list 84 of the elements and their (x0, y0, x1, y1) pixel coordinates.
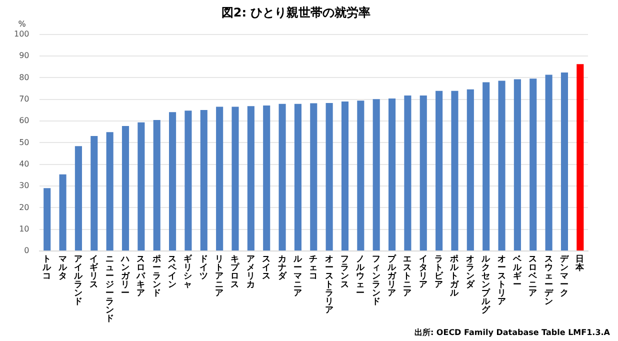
y-tick-label: 30 (19, 181, 30, 190)
y-tick-label: 10 (19, 224, 30, 234)
text: 出所: OECD Family Database Table LMF1.3.A (414, 328, 611, 337)
x-tick-label: ニュージーランド (105, 254, 114, 324)
x-tick-label: スイス (262, 254, 272, 282)
x-tick-label: スロベニア (528, 254, 539, 298)
x-tick-label: ハンガリー (120, 254, 131, 298)
bar (341, 102, 349, 250)
bar (90, 136, 98, 250)
y-tick-label: 0 (24, 246, 30, 256)
x-tick-label: マルタ (57, 254, 68, 282)
bar (498, 80, 506, 250)
bar (200, 110, 208, 250)
x-tick-label: フランス (340, 254, 350, 290)
y-tick-label: 100 (14, 29, 30, 38)
y-tick-label: 70 (19, 94, 30, 104)
chart-title: 図2: ひとり親世帯の就労率 (221, 5, 371, 20)
bar (216, 106, 224, 250)
bar (372, 99, 380, 250)
x-tick-label: オランダ (466, 254, 476, 290)
x-tick-label: アメリカ (246, 254, 256, 290)
bar (404, 95, 412, 250)
y-tick-label: 20 (19, 202, 30, 212)
y-tick-label: 40 (19, 159, 30, 168)
x-tick-label: イタリア (418, 254, 428, 290)
bar (169, 112, 176, 250)
x-tick-label: トルコ (42, 254, 53, 282)
bar (560, 72, 568, 250)
bar (482, 82, 490, 250)
y-axis-title: % (18, 19, 26, 28)
bar (106, 132, 114, 250)
x-tick-label: チェコ (309, 254, 318, 282)
bar (247, 106, 254, 250)
x-tick-label: 日本 (574, 253, 586, 273)
x-tick-label: ポルトガル (449, 253, 460, 298)
x-tick-label: ギリシャ (184, 253, 194, 290)
x-tick-label: ドイツ (199, 254, 208, 282)
bar (514, 79, 521, 250)
bar (576, 64, 584, 250)
bar (74, 146, 82, 250)
x-tick-label: フィンランド (372, 254, 381, 307)
x-tick-label: エストニア (403, 254, 412, 298)
x-tick-label: スウェーデン (544, 254, 554, 307)
x-tick-label: ブルガリア (386, 253, 398, 298)
bar (326, 103, 333, 250)
bar (530, 78, 537, 250)
bar (153, 120, 160, 250)
bar (122, 126, 130, 250)
x-tick-label: ラトビア (434, 254, 445, 290)
x-tick-label: デンマーク (560, 254, 570, 298)
bar (420, 95, 427, 250)
bar (545, 74, 552, 250)
bar (294, 104, 302, 250)
x-tick-label: ベルギー (512, 254, 523, 290)
bar (263, 105, 270, 250)
x-tick-label: ポーランド (151, 253, 162, 298)
bar (278, 104, 286, 250)
bar (436, 90, 443, 250)
x-tick-label: スペイン (167, 254, 178, 290)
bar (44, 188, 51, 250)
x-tick-label: カナダ (278, 254, 288, 282)
x-tick-label: キプロス (230, 254, 241, 290)
x-tick-label: リトアニア (215, 254, 224, 298)
bar (451, 90, 458, 250)
y-tick-label: 50 (19, 138, 30, 147)
x-tick-label: スロバキア (136, 254, 147, 298)
x-tick-label: アイルランド (72, 254, 84, 307)
x-tick-label: ルーマニア (292, 254, 304, 298)
bar (357, 100, 364, 250)
bar (388, 98, 396, 250)
bar (184, 110, 192, 250)
x-tick-label: オーストリア (497, 254, 506, 307)
y-tick-label: 90 (19, 51, 30, 60)
y-tick-label: 60 (19, 116, 30, 126)
bar (138, 122, 145, 250)
bar (310, 103, 318, 250)
x-tick-label: イギリス (90, 254, 100, 290)
bar (232, 106, 239, 250)
bar (59, 174, 66, 250)
x-tick-label: ルクセンブルグ (480, 254, 492, 316)
bar (466, 89, 474, 250)
y-tick-label: 80 (19, 72, 30, 82)
x-tick-label: ノルウェー (355, 254, 366, 298)
x-tick-label: オーストラリア (324, 254, 334, 316)
